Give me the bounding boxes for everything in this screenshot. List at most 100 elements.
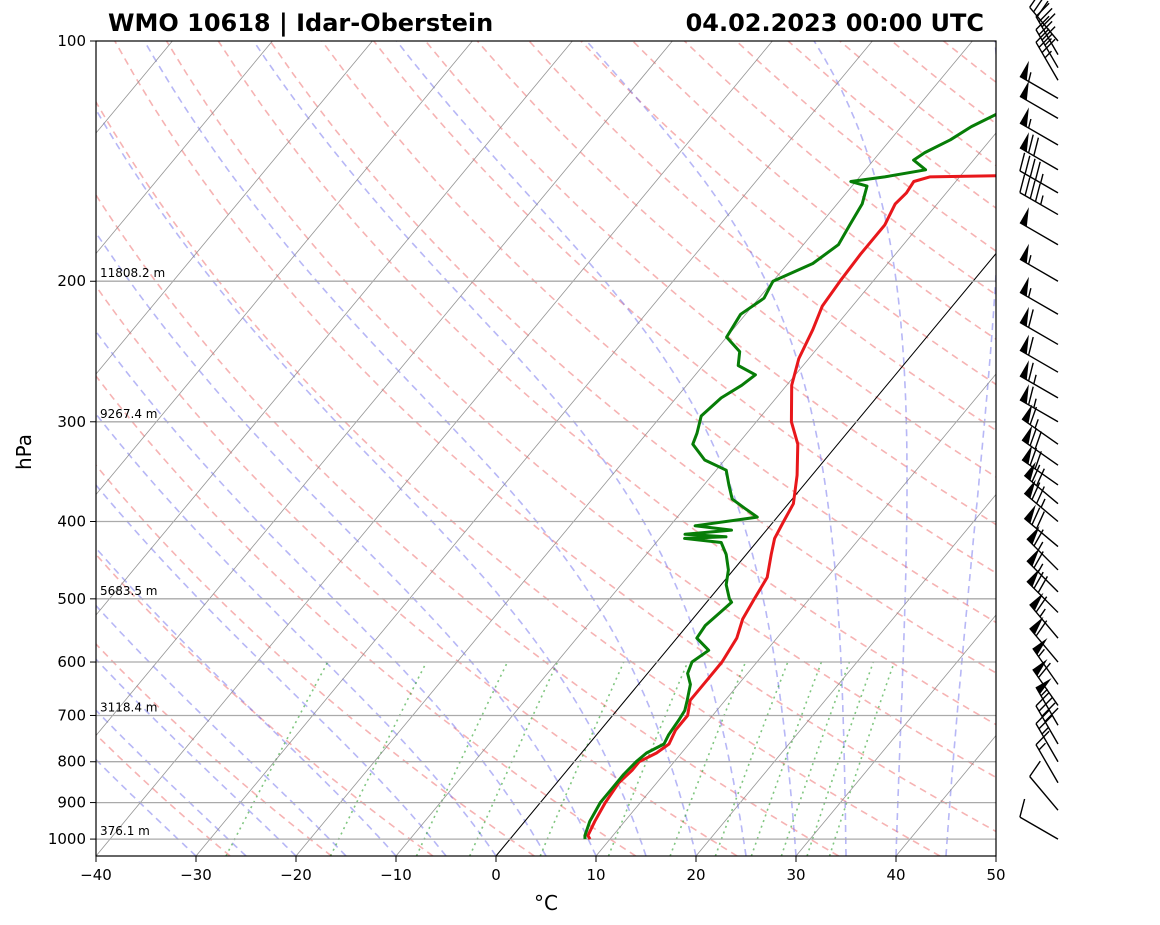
wind-barb: [1019, 360, 1059, 399]
wind-barb-full: [1034, 183, 1041, 202]
wind-barb-full: [1035, 730, 1050, 746]
wind-barb-flag: [1024, 461, 1036, 481]
wind-barb-full: [1034, 431, 1042, 450]
wind-barb-half: [1037, 541, 1044, 551]
wind-barb-flag: [1019, 207, 1029, 227]
x-tick-label: −30: [180, 866, 212, 884]
wind-barb-half: [1037, 563, 1044, 573]
x-tick-label: −20: [280, 866, 312, 884]
wind-barb-full: [1024, 155, 1031, 175]
dry-adiabat: [96, 100, 941, 856]
wind-barb-full: [1029, 427, 1038, 446]
wind-barb: [1019, 306, 1059, 346]
wind-barb-full: [1019, 174, 1026, 193]
wind-barb: [1019, 798, 1059, 840]
height-label: 5683.5 m: [100, 584, 158, 598]
y-tick-label: 700: [57, 706, 86, 724]
wind-barb-staff: [1023, 517, 1059, 548]
y-tick-label: 100: [57, 32, 86, 50]
wind-barb-full: [1027, 336, 1034, 356]
y-axis-label: hPa: [12, 434, 36, 470]
wind-barb-staff: [1029, 6, 1059, 42]
wind-barb-flag: [1022, 445, 1033, 465]
wind-barb-staff: [1035, 723, 1059, 763]
height-labels: 376.1 m 3118.4 m 5683.5 m 9267.4 m 11808.2 m: [100, 266, 165, 838]
dry-adiabat: [96, 733, 231, 856]
dry-adiabat: [580, 41, 996, 386]
wind-barb: [1019, 107, 1059, 146]
wind-barb-full: [1024, 177, 1031, 196]
moist-adiabat: [813, 41, 908, 856]
isotherm: [195, 41, 873, 856]
isotherm: [695, 493, 996, 856]
wind-barb-full: [1029, 180, 1036, 199]
dry-adiabat: [269, 41, 996, 674]
wind-barb-half: [1027, 118, 1032, 129]
isotherm: [96, 41, 473, 496]
wind-barb-full: [1035, 511, 1045, 529]
wind-barb-half: [1037, 648, 1045, 658]
wind-barb: [1019, 243, 1059, 282]
wind-barb: [1021, 404, 1059, 445]
wind-barbs: [1019, 0, 1059, 840]
wind-barb-flag: [1024, 479, 1036, 499]
wind-barb: [1029, 0, 1059, 42]
dry-adiabat: [96, 553, 434, 856]
wind-barb-half: [1033, 374, 1037, 385]
x-tick-label: 30: [786, 866, 805, 884]
wind-barb: [1032, 638, 1059, 685]
wind-barb-flag: [1019, 384, 1029, 404]
moist-adiabat: [96, 108, 647, 856]
wind-barb-staff: [1019, 170, 1059, 194]
wind-barb: [1023, 479, 1059, 523]
isotherm: [96, 41, 373, 375]
wind-barb-staff: [1019, 191, 1059, 216]
sounding-profiles: [583, 112, 996, 840]
wind-barb-half: [1040, 498, 1046, 508]
height-label: 376.1 m: [100, 824, 150, 838]
wind-barb-full: [1019, 152, 1026, 172]
wind-barb-staff: [1029, 776, 1059, 811]
chart-title-left: WMO 10618 | Idar-Oberstein: [108, 9, 493, 37]
wind-barb-half: [1027, 255, 1032, 265]
wind-barb-full: [1038, 33, 1053, 48]
y-tick-label: 200: [57, 272, 86, 290]
isotherm: [96, 41, 573, 616]
isotherm: [96, 41, 673, 737]
wind-barb: [1035, 28, 1059, 81]
dry-adiabat: [96, 374, 637, 856]
wind-barb: [1029, 592, 1059, 639]
wind-barb-staff: [1035, 705, 1059, 745]
isotherm: [295, 41, 973, 856]
x-tick-label: 40: [886, 866, 905, 884]
dry-adiabat: [373, 41, 996, 574]
mixing-ratio-line: [750, 661, 823, 856]
wind-barb: [1035, 730, 1059, 784]
wind-barb-half: [1027, 72, 1032, 82]
y-tick-label: 500: [57, 590, 86, 608]
wind-barb-half: [1034, 419, 1039, 429]
wind-barb: [1023, 461, 1059, 505]
wind-barb-flag: [1029, 616, 1044, 635]
x-tick-label: −40: [80, 866, 112, 884]
moist-adiabat: [96, 483, 447, 856]
wind-barb-half: [1044, 38, 1053, 46]
wind-barb-flag: [1022, 404, 1033, 424]
dry-adiabat: [96, 642, 332, 856]
wind-barb-flag: [1019, 132, 1029, 152]
wind-barb-full: [1034, 451, 1042, 470]
wind-barb-flag: [1019, 276, 1029, 297]
wind-barb: [1019, 132, 1059, 171]
wind-barb-flag: [1019, 334, 1029, 355]
dry-adiabat: [321, 41, 996, 624]
mixing-ratio-line: [714, 661, 789, 856]
wind-barb-staff: [1019, 816, 1059, 840]
y-axis: 100 200 300 400 500 600 700 800 900 1000: [48, 32, 96, 848]
wind-barb-full: [1034, 161, 1041, 181]
x-axis-label: °C: [534, 891, 558, 915]
x-axis: −40 −30 −20 −10 0 10 20 30 40 50: [80, 856, 1006, 884]
chart-title-right: 04.02.2023 00:00 UTC: [686, 9, 984, 37]
wind-barb: [1019, 384, 1059, 423]
wind-barb: [1019, 80, 1059, 119]
isotherm: [96, 41, 773, 856]
